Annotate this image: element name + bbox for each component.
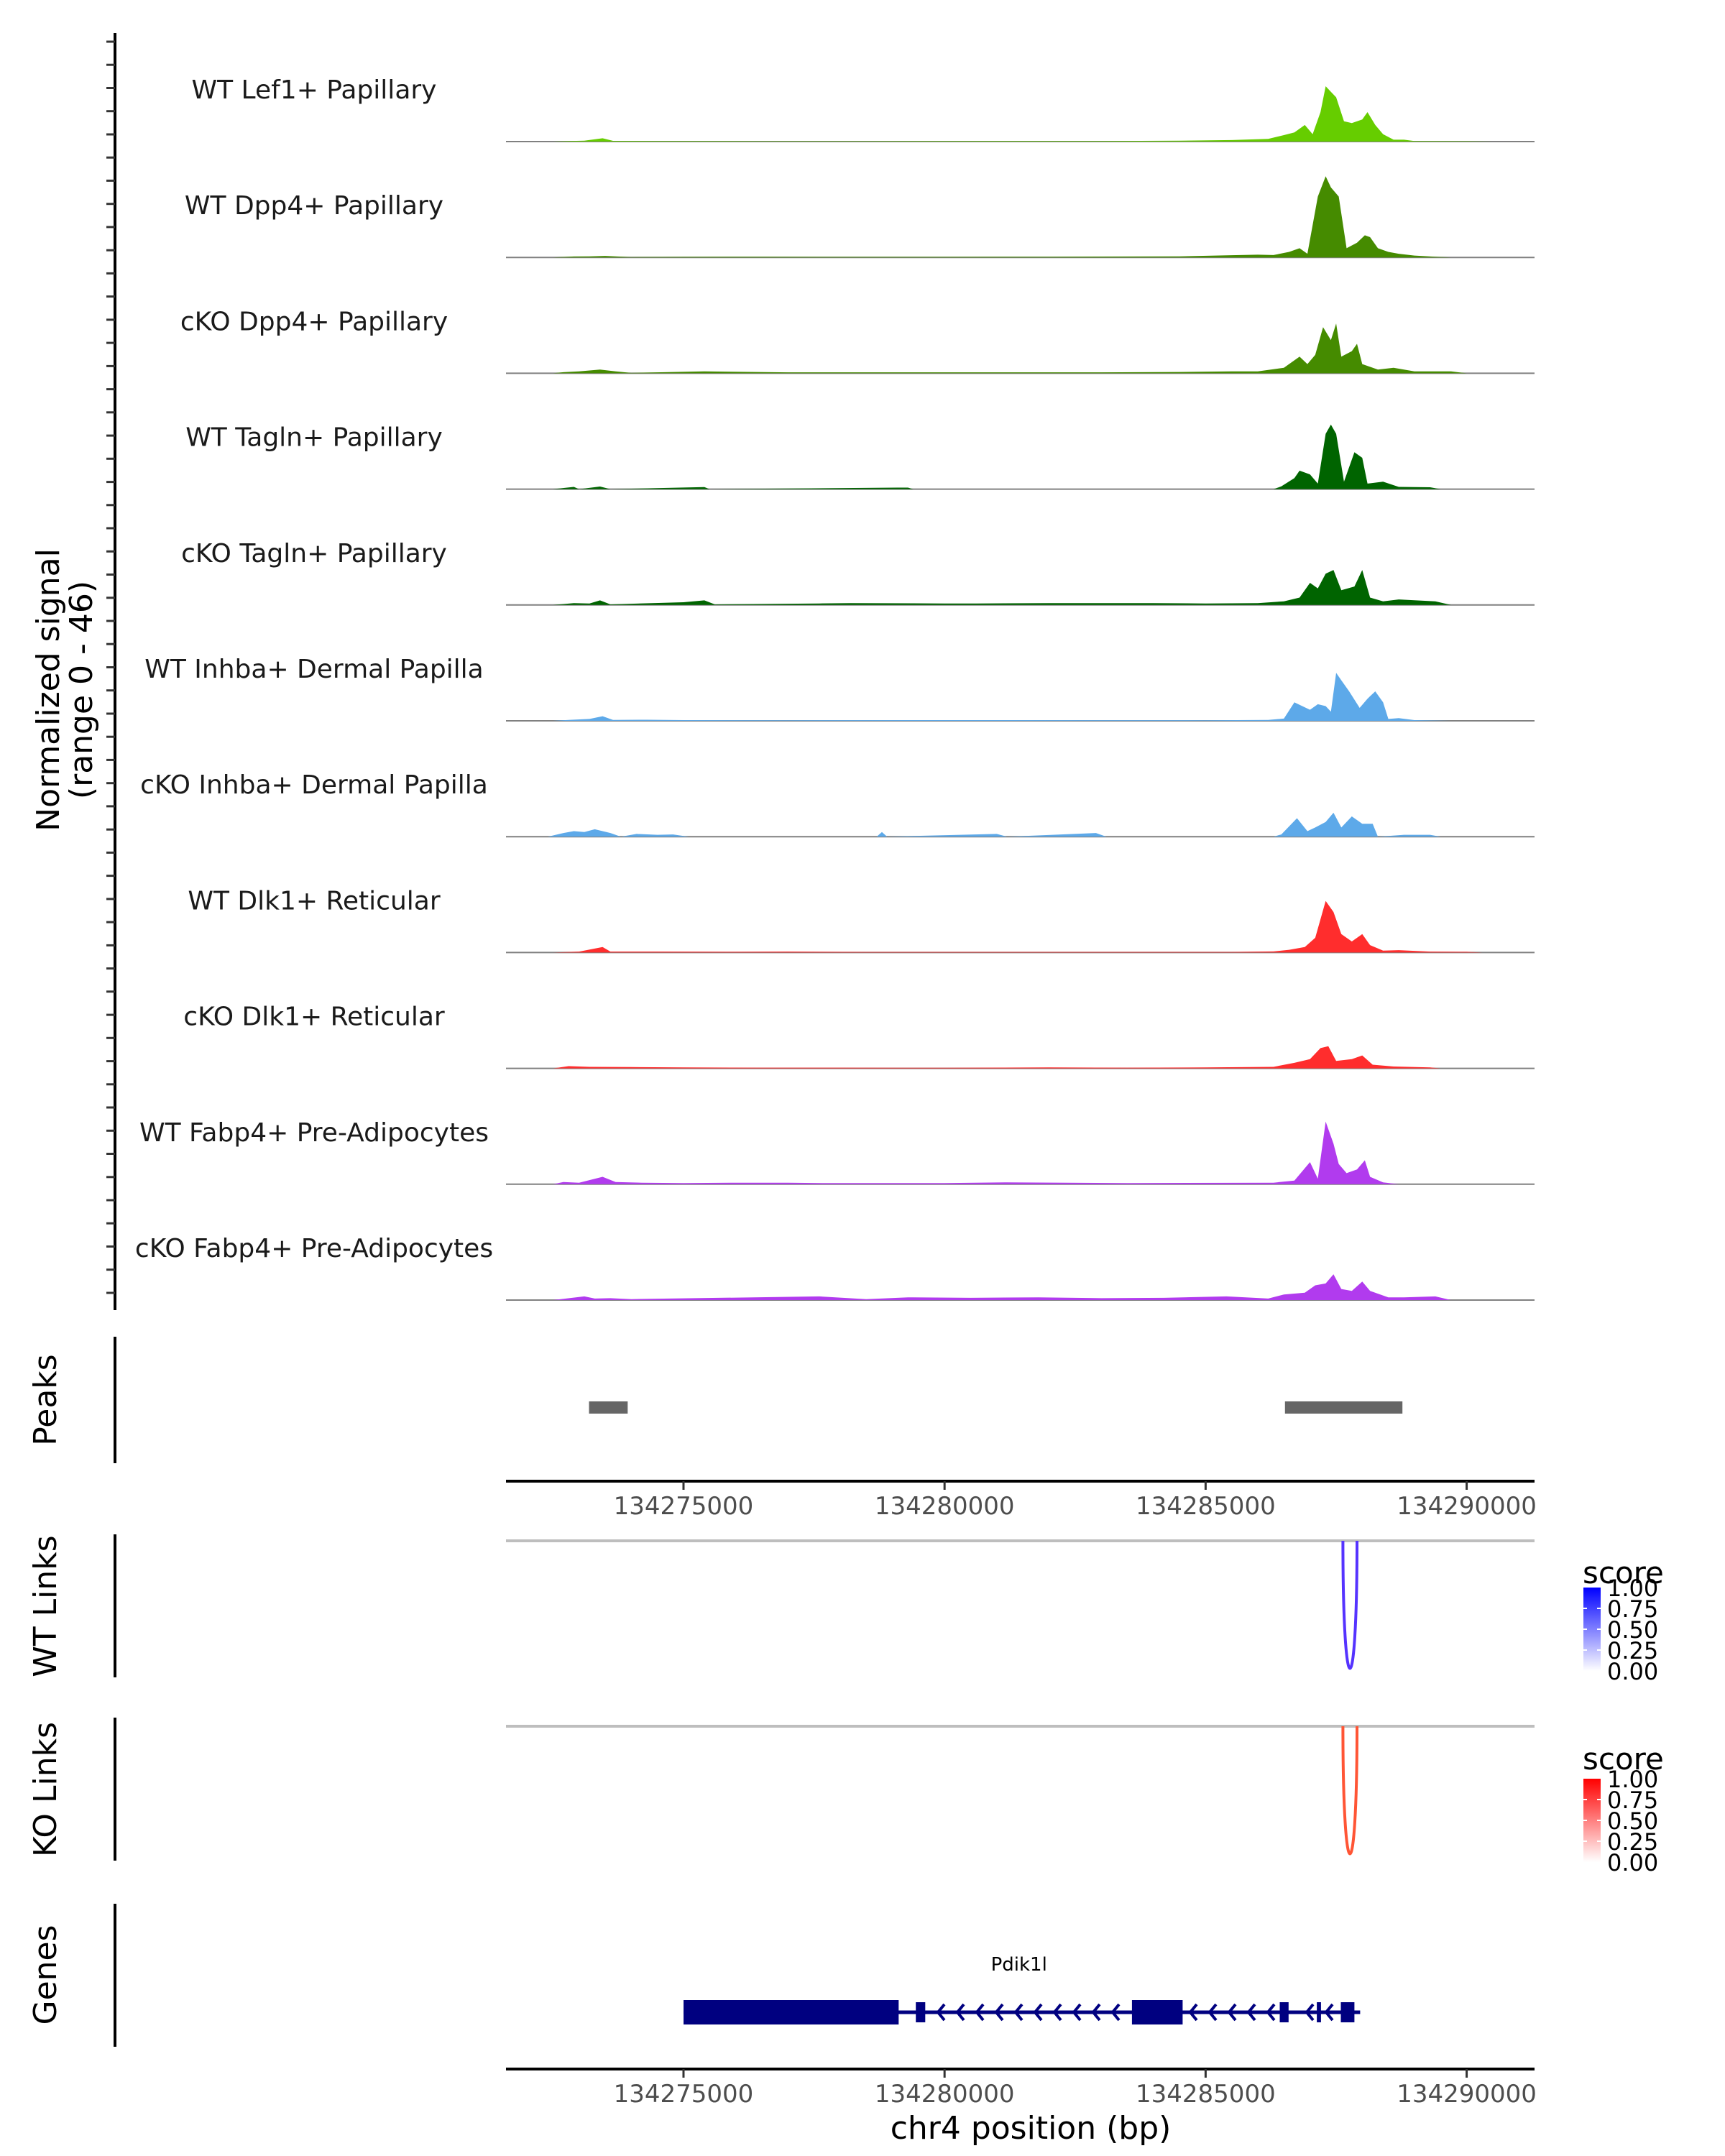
coverage-y-ticks [106,40,115,1294]
strand-arrow-icon [1110,2003,1121,2022]
x-axis-ticks-top: 134275000 134280000 134285000 134290000 [614,1481,1537,1521]
coverage-track: WT Lef1+ Papillary [192,75,1535,142]
ko-links-legend: score 1.000.750.500.250.00 [1583,1741,1664,1876]
coverage-track: WT Dpp4+ Papillary [185,176,1535,259]
coverage-track: cKO Inhba+ Dermal Papilla [140,770,1535,838]
coverage-area [553,176,1451,258]
coverage-axis-title-line1: Normalized signal [30,548,67,831]
coverage-area [553,673,1451,721]
track-label: cKO Dlk1+ Reticular [183,1003,445,1032]
track-label: WT Inhba+ Dermal Papilla [144,655,483,684]
coverage-track: cKO Fabp4+ Pre-Adipocytes [135,1234,1535,1301]
gene-exon [1279,2002,1289,2022]
gene-exon [1317,2002,1321,2022]
coverage-axis-title-line2: (range 0 - 46) [63,581,100,799]
strand-arrow-icon [994,2003,1004,2022]
strand-arrow-icon [1033,2003,1043,2022]
x-tick-label: 134280000 [875,2080,1015,2109]
strand-arrow-icon [1324,2003,1334,2022]
track-label: WT Dpp4+ Papillary [185,191,443,221]
wt-links-track [1341,1540,1359,1670]
track-label: WT Tagln+ Papillary [185,423,443,453]
legend-tick-label: 1.00 [1607,1766,1658,1793]
gene-exon [1340,2002,1355,2022]
coverage-area [553,1121,1399,1184]
strand-arrow-icon [1227,2003,1237,2022]
x-tick-label: 134290000 [1397,2080,1537,2109]
strand-arrow-icon [1305,2003,1315,2022]
link-arc [1341,1726,1359,1856]
track-label: cKO Fabp4+ Pre-Adipocytes [135,1234,493,1263]
coverage-track: cKO Dpp4+ Papillary [180,307,1535,374]
legend-tick-label: 1.00 [1607,1575,1658,1602]
coverage-track: cKO Dlk1+ Reticular [183,1003,1535,1069]
coverage-track: WT Tagln+ Papillary [185,423,1535,490]
strand-arrow-icon [1188,2003,1198,2022]
strand-arrow-icon [955,2003,965,2022]
coverage-track: WT Inhba+ Dermal Papilla [144,655,1535,722]
track-label: cKO Inhba+ Dermal Papilla [140,770,488,800]
ko-links-axis-title: KO Links [27,1722,64,1857]
x-tick-label: 134280000 [875,1492,1015,1521]
coverage-track: cKO Tagln+ Papillary [181,539,1535,606]
genes-axis-title: Genes [27,1925,64,2024]
track-label: cKO Dpp4+ Papillary [180,307,448,336]
x-tick-label: 134290000 [1397,1492,1537,1521]
coverage-area [553,323,1467,374]
peak-region [1284,1401,1403,1414]
legend-tick-label: 0.75 [1607,1787,1658,1814]
coverage-area [553,1274,1451,1300]
strand-arrow-icon [1091,2003,1101,2022]
x-tick-label: 134275000 [614,2080,754,2109]
gene-exon [1131,2000,1183,2024]
gene-label: Pdik1l [991,1954,1047,1976]
genes-track: Pdik1l [683,1954,1361,2024]
legend-tick-label: 0.50 [1607,1807,1658,1835]
track-label: WT Lef1+ Papillary [192,75,437,105]
peaks-axis-title: Peaks [27,1354,64,1445]
coverage-area [553,1046,1441,1069]
ko-links-track [1341,1726,1359,1856]
legend-tick-label: 0.75 [1607,1595,1658,1623]
coverage-track: WT Fabp4+ Pre-Adipocytes [139,1118,1535,1185]
peak-region [589,1401,628,1414]
coverage-area [553,424,1441,489]
coverage-tracks: WT Lef1+ Papillary WT Dpp4+ Papillary cKO … [135,75,1535,1301]
wt-legend-title: score [1583,1555,1664,1590]
strand-arrow-icon [1246,2003,1256,2022]
coverage-area [553,570,1451,605]
coverage-track: WT Dlk1+ Reticular [188,886,1535,954]
strand-arrow-icon [1013,2003,1024,2022]
legend-tick-label: 0.50 [1607,1616,1658,1644]
link-arc [1341,1540,1359,1670]
strand-arrow-icon [1052,2003,1062,2022]
track-label: WT Fabp4+ Pre-Adipocytes [139,1118,489,1148]
x-axis-title: chr4 position (bp) [891,2110,1172,2147]
x-tick-label: 134275000 [614,1492,754,1521]
wt-links-axis-title: WT Links [27,1535,64,1677]
strand-arrow-icon [1208,2003,1218,2022]
x-axis-ticks-bottom: 134275000 134280000 134285000 134290000 [614,2069,1537,2109]
strand-arrow-icon [936,2003,946,2022]
track-label: WT Dlk1+ Reticular [188,886,440,916]
strand-arrow-icon [975,2003,985,2022]
strand-arrow-icon [1072,2003,1082,2022]
coverage-area [553,900,1483,953]
x-tick-label: 134285000 [1136,1492,1276,1521]
legend-tick-label: 0.25 [1607,1637,1658,1664]
gene-exon [684,2000,899,2024]
track-label: cKO Tagln+ Papillary [181,539,447,568]
strand-arrow-icon [1266,2003,1276,2022]
legend-tick-label: 0.00 [1607,1658,1658,1685]
gene-exon [916,2002,926,2022]
legend-tick-label: 0.00 [1607,1849,1658,1876]
legend-tick-label: 0.25 [1607,1828,1658,1856]
coverage-area [553,86,1493,142]
x-tick-label: 134285000 [1136,2080,1276,2109]
wt-links-legend: score 1.000.750.500.250.00 [1583,1555,1664,1685]
ko-legend-title: score [1583,1741,1664,1777]
peaks-track [589,1401,1403,1414]
coverage-area [548,812,1441,837]
